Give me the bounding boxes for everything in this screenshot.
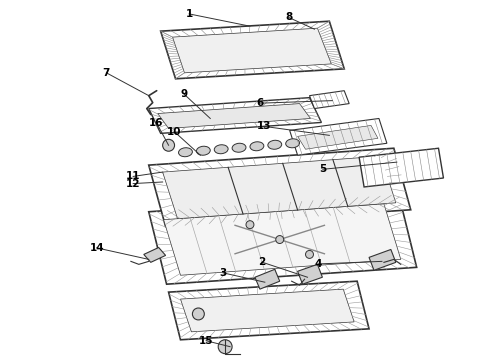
Circle shape [276,235,284,243]
Text: 10: 10 [167,127,182,137]
Text: 3: 3 [220,268,227,278]
Polygon shape [144,247,166,262]
Text: 4: 4 [314,259,321,269]
Text: 5: 5 [319,164,326,174]
Ellipse shape [214,145,228,154]
Polygon shape [180,289,354,332]
Text: 12: 12 [126,179,141,189]
Polygon shape [164,204,401,275]
Text: 8: 8 [285,13,293,22]
Text: 16: 16 [149,118,164,128]
Polygon shape [149,148,411,227]
Polygon shape [169,281,369,340]
Polygon shape [310,91,349,109]
Ellipse shape [196,146,210,155]
Circle shape [193,308,204,320]
Circle shape [163,139,174,151]
Text: 9: 9 [181,89,188,99]
Polygon shape [163,156,396,219]
Polygon shape [255,269,280,289]
Ellipse shape [250,142,264,151]
Polygon shape [172,28,331,73]
Ellipse shape [286,139,299,148]
Circle shape [218,340,232,354]
Circle shape [246,221,254,229]
Ellipse shape [232,143,246,152]
Ellipse shape [268,140,282,149]
Text: 1: 1 [185,9,193,19]
Polygon shape [359,148,443,187]
Polygon shape [149,195,416,284]
Ellipse shape [178,148,193,157]
Polygon shape [158,104,311,129]
Polygon shape [297,125,378,149]
Text: 15: 15 [199,336,213,346]
Polygon shape [290,118,387,155]
Polygon shape [149,98,321,133]
Polygon shape [297,264,322,284]
Text: 14: 14 [89,243,104,253]
Text: 13: 13 [257,121,271,131]
Polygon shape [161,21,344,79]
Text: 11: 11 [126,171,141,181]
Text: 6: 6 [256,98,263,108]
Text: 7: 7 [103,68,110,78]
Circle shape [306,251,314,258]
Polygon shape [369,249,396,270]
Text: 2: 2 [258,257,266,267]
